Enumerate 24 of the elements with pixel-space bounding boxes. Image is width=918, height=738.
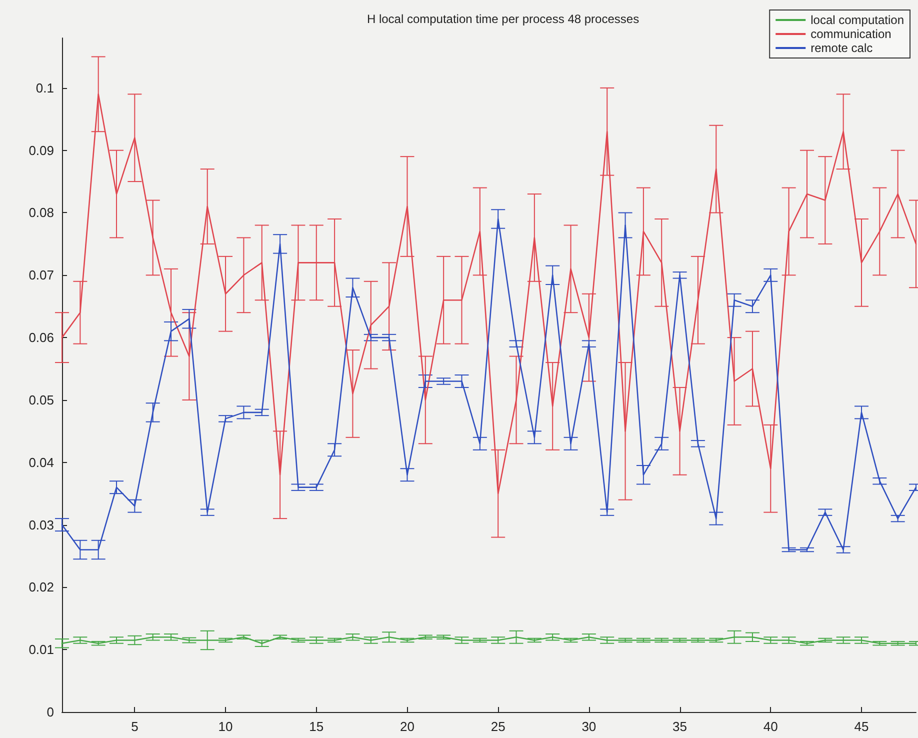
y-tick-label: 0.09 bbox=[28, 142, 54, 158]
legend-label: local computation bbox=[810, 13, 904, 27]
chart-title: H local computation time per process 48 processes bbox=[366, 12, 640, 26]
x-tick-label: 40 bbox=[763, 719, 778, 734]
y-tick-label: 0 bbox=[46, 704, 54, 720]
y-tick-label: 0.1 bbox=[36, 80, 54, 96]
y-tick-label: 0.05 bbox=[28, 392, 54, 408]
x-tick-label: 5 bbox=[131, 719, 138, 734]
x-tick-label: 35 bbox=[672, 719, 688, 734]
y-tick-label: 0.07 bbox=[28, 268, 54, 283]
y-tick-label: 0.06 bbox=[28, 330, 54, 346]
x-tick-label: 20 bbox=[400, 719, 414, 734]
y-tick-label: 0.08 bbox=[28, 205, 54, 220]
x-tick-label: 10 bbox=[218, 719, 233, 734]
x-tick-label: 30 bbox=[582, 719, 596, 734]
y-tick-label: 0.02 bbox=[28, 580, 54, 595]
y-tick-label: 0.03 bbox=[28, 517, 54, 532]
legend-label: communication bbox=[810, 27, 892, 41]
legend-label: remote calc bbox=[810, 41, 873, 55]
x-tick-label: 45 bbox=[854, 719, 869, 734]
x-tick-label: 15 bbox=[309, 719, 324, 734]
y-tick-label: 0.04 bbox=[28, 454, 54, 470]
y-tick-label: 0.01 bbox=[28, 642, 54, 658]
x-tick-label: 25 bbox=[490, 719, 506, 734]
